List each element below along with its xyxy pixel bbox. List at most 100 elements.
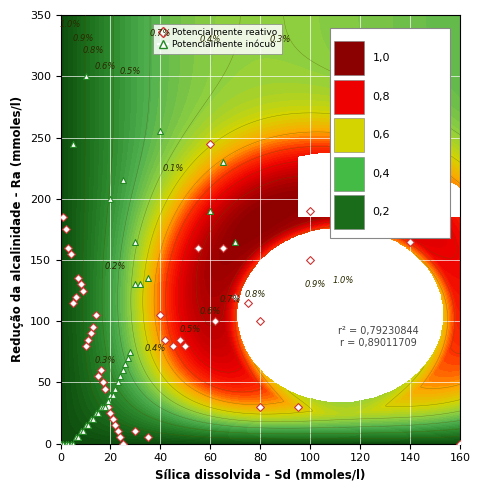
Point	[119, 176, 127, 184]
Point	[127, 348, 134, 356]
Point	[406, 164, 414, 172]
Point	[94, 409, 102, 417]
Point	[117, 372, 124, 380]
Point	[107, 409, 114, 417]
Point	[59, 213, 67, 221]
Text: 0.1%: 0.1%	[162, 164, 184, 173]
Text: 0.6%: 0.6%	[200, 307, 221, 316]
Point	[62, 225, 69, 233]
Point	[97, 366, 105, 374]
Text: 0.3%: 0.3%	[95, 356, 116, 365]
Point	[194, 244, 202, 251]
Point	[72, 293, 80, 301]
Point	[57, 440, 65, 448]
Point	[99, 403, 107, 411]
Point	[87, 415, 94, 423]
Point	[62, 440, 69, 448]
Point	[89, 323, 97, 331]
Point	[144, 433, 152, 441]
Text: 1.0%: 1.0%	[60, 20, 81, 30]
Point	[232, 238, 240, 246]
Point	[124, 354, 132, 362]
Text: 0.7%: 0.7%	[220, 295, 241, 304]
Point	[79, 427, 87, 435]
Point	[81, 342, 89, 350]
Point	[84, 422, 92, 429]
Point	[94, 372, 102, 380]
Point	[182, 342, 189, 350]
Point	[357, 35, 364, 43]
Point	[97, 403, 105, 411]
Text: 0,4: 0,4	[373, 169, 390, 179]
Point	[107, 390, 114, 398]
Point	[109, 415, 117, 423]
Point	[157, 311, 164, 319]
Point	[109, 390, 117, 398]
Point	[77, 281, 84, 288]
Point	[456, 440, 464, 448]
Point	[102, 385, 109, 392]
Point	[212, 317, 219, 325]
Text: r² = 0,79230844
r = 0,89011709: r² = 0,79230844 r = 0,89011709	[337, 326, 418, 348]
Point	[219, 158, 227, 166]
Point	[132, 427, 139, 435]
Text: 0.9%: 0.9%	[72, 34, 94, 43]
Point	[99, 379, 107, 387]
Point	[72, 433, 80, 441]
Point	[81, 422, 89, 429]
Point	[119, 366, 127, 374]
Point	[406, 238, 414, 246]
Point	[81, 72, 89, 80]
Point	[357, 115, 364, 123]
Text: 0.5%: 0.5%	[180, 325, 201, 334]
Point	[92, 311, 99, 319]
Point	[69, 440, 77, 448]
Point	[92, 409, 99, 417]
Point	[121, 360, 129, 368]
Point	[256, 317, 264, 325]
Bar	[335, 195, 364, 229]
Point	[67, 440, 74, 448]
Y-axis label: Redução da alcalinidade - Ra (mmoles/l): Redução da alcalinidade - Ra (mmoles/l)	[11, 96, 24, 362]
Text: 0.7%: 0.7%	[150, 29, 171, 38]
Text: 0.5%: 0.5%	[120, 67, 141, 76]
Point	[74, 433, 82, 441]
Point	[207, 207, 214, 215]
Point	[307, 256, 314, 264]
Point	[114, 379, 122, 387]
Point	[244, 299, 252, 307]
Point	[77, 427, 84, 435]
Text: 1.0%: 1.0%	[332, 276, 354, 285]
Point	[207, 140, 214, 147]
Point	[256, 403, 264, 411]
Text: 0.8%: 0.8%	[245, 290, 266, 299]
Point	[232, 293, 240, 301]
Text: 1,0: 1,0	[373, 53, 390, 63]
Text: 0.6%: 0.6%	[95, 62, 116, 71]
X-axis label: Sílica dissolvida - Sd (mmoles/l): Sílica dissolvida - Sd (mmoles/l)	[155, 469, 366, 482]
Point	[107, 195, 114, 203]
Point	[132, 238, 139, 246]
Point	[104, 403, 112, 411]
Point	[104, 397, 112, 405]
Point	[114, 427, 122, 435]
Point	[69, 299, 77, 307]
Text: 0,8: 0,8	[373, 92, 390, 102]
Point	[64, 440, 72, 448]
Point	[144, 275, 152, 282]
Text: 0.3%: 0.3%	[270, 35, 291, 44]
Point	[307, 207, 314, 215]
Point	[112, 422, 120, 429]
Point	[87, 329, 94, 337]
Point	[219, 244, 227, 251]
Point	[157, 128, 164, 136]
Point	[67, 250, 74, 258]
Point	[84, 336, 92, 344]
Point	[119, 440, 127, 448]
Point	[79, 286, 87, 294]
Text: 0.4%: 0.4%	[200, 35, 221, 44]
Bar	[335, 157, 364, 191]
Point	[89, 415, 97, 423]
Point	[169, 342, 177, 350]
Point	[74, 275, 82, 282]
